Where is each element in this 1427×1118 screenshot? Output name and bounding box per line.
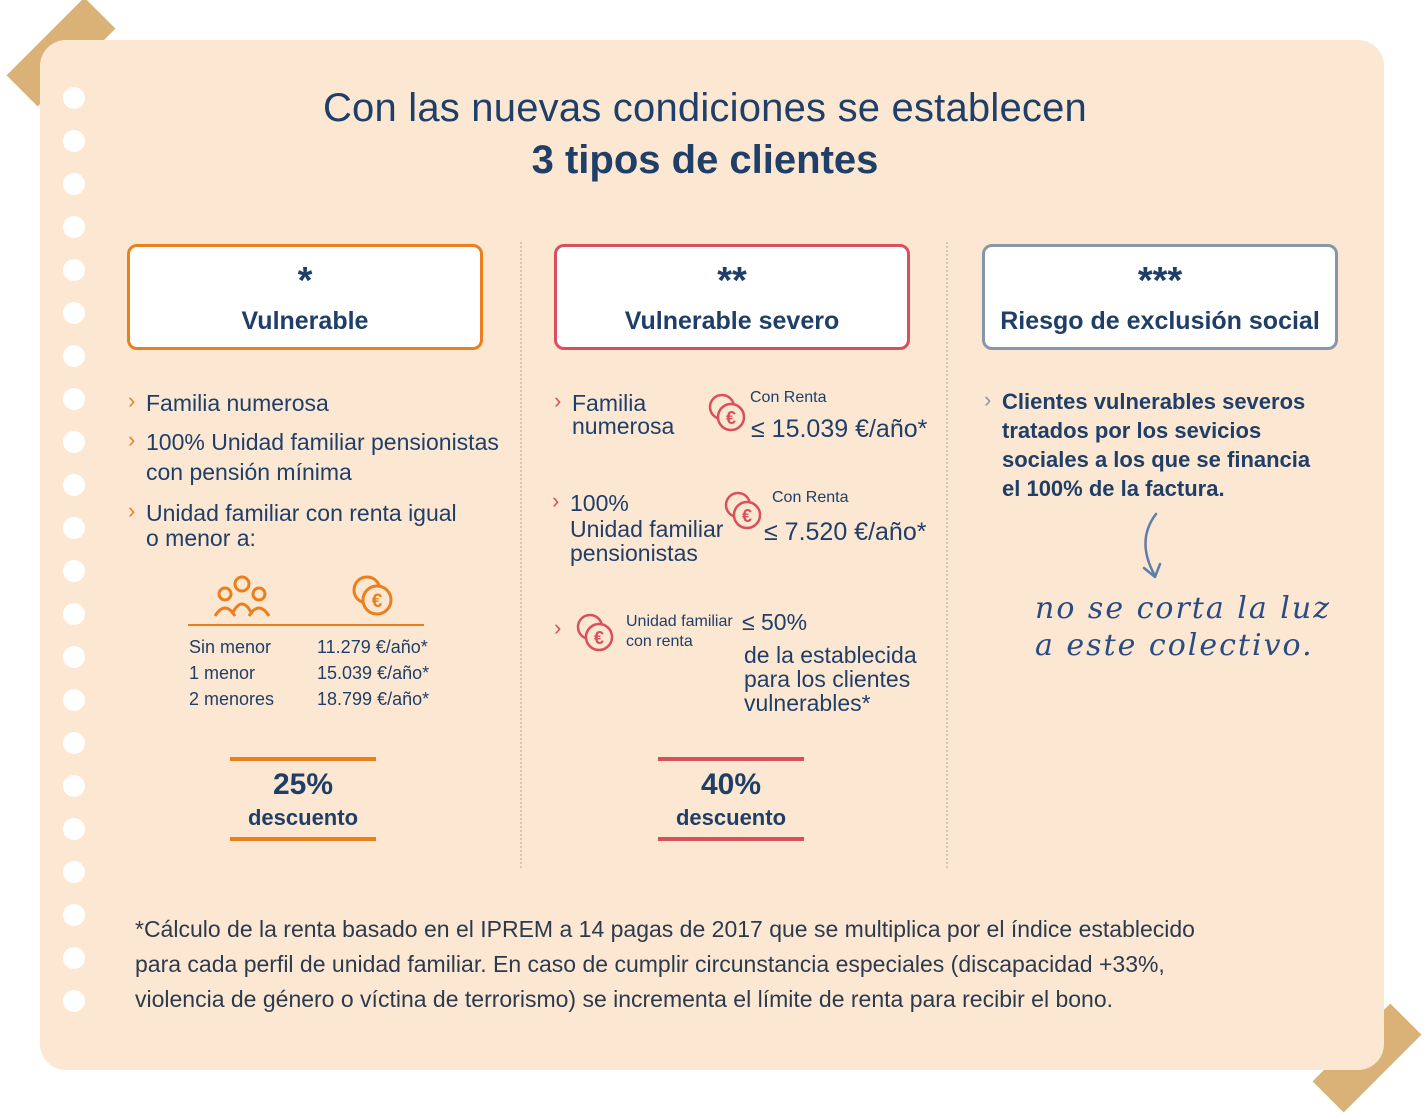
footnote-line: *Cálculo de la renta basado en el IPREM …	[135, 916, 1195, 942]
item-text: Unidad familiar	[570, 516, 724, 542]
item-text: pensionistas	[570, 540, 698, 566]
income-row-value: 11.279 €/año*	[317, 637, 428, 657]
stars: *	[297, 260, 313, 302]
renta-value: ≤ 7.520 €/año*	[764, 518, 927, 546]
income-row-label: 1 menor	[189, 663, 256, 683]
euro-coin-icon: €	[724, 491, 762, 530]
category-name: Vulnerable severo	[624, 307, 840, 335]
chevron-right-icon: ›	[984, 387, 992, 412]
item-small-text: Unidad familiar	[626, 613, 733, 630]
item-text: 100%	[570, 490, 629, 516]
discount-percent: 25%	[272, 768, 334, 801]
bullet-text: el 100% de la factura.	[1002, 476, 1225, 501]
item-value-text: para los clientes	[744, 666, 911, 692]
discount-badge: 25% descuento	[230, 757, 376, 841]
chevron-right-icon: ›	[128, 498, 136, 523]
discount-label: descuento	[247, 805, 359, 830]
renta-label: Con Renta	[750, 389, 827, 406]
item-value-text: de la establecida	[744, 642, 917, 668]
vulnerable-severo-header-box: ** Vulnerable severo	[554, 244, 910, 350]
bullet-text: Clientes vulnerables severos	[1002, 389, 1306, 414]
bullet-text: tratados por los sevicios	[1002, 418, 1262, 443]
renta-value: ≤ 15.039 €/año*	[751, 415, 928, 443]
item-value-text: vulnerables*	[744, 690, 871, 716]
riesgo-exclusion-header-box: *** Riesgo de exclusión social	[982, 244, 1338, 350]
discount-percent: 40%	[700, 768, 762, 801]
income-row-value: 18.799 €/año*	[317, 689, 430, 709]
category-name: Riesgo de exclusión social	[1000, 307, 1320, 335]
footnote-line: para cada perfil de unidad familiar. En …	[135, 951, 1165, 977]
item-value-text: ≤ 50%	[742, 609, 808, 635]
bullet-text: con pensión mínima	[146, 459, 352, 485]
page-title-line2: 3 tipos de clientes	[531, 138, 879, 182]
renta-label: Con Renta	[772, 489, 849, 506]
discount-label: descuento	[675, 805, 787, 830]
svg-text:€: €	[594, 628, 604, 648]
stars: ***	[1137, 260, 1183, 302]
bullet-text: sociales a los que se financia	[1002, 447, 1311, 472]
family-icon	[213, 575, 271, 617]
euro-coin-icon: €	[352, 575, 393, 616]
footnote-line: violencia de género o víctina de terrori…	[135, 986, 1113, 1012]
vulnerable-header-box: * Vulnerable	[127, 244, 483, 350]
column-divider	[946, 242, 948, 868]
item-text: Familia	[572, 390, 647, 416]
bullet-text: o menor a:	[146, 525, 256, 551]
chevron-right-icon: ›	[554, 615, 562, 640]
curved-arrow-icon	[1142, 512, 1162, 579]
stars: **	[717, 260, 747, 302]
bullet-text: 100% Unidad familiar pensionistas	[146, 429, 499, 455]
handwritten-note: no se corta la luz	[1035, 591, 1332, 626]
chevron-right-icon: ›	[552, 488, 560, 513]
chevron-right-icon: ›	[128, 388, 136, 413]
footnote: *Cálculo de la renta basado en el IPREM …	[135, 912, 1315, 1017]
bullet-text: Familia numerosa	[146, 390, 329, 416]
item-text: numerosa	[572, 413, 675, 439]
income-row-label: 2 menores	[189, 689, 275, 709]
chevron-right-icon: ›	[554, 388, 562, 413]
svg-text:€: €	[726, 408, 736, 428]
euro-coin-icon: €	[708, 393, 746, 432]
euro-coin-icon: €	[576, 613, 614, 652]
svg-text:€: €	[742, 506, 752, 526]
notebook-paper	[40, 40, 1384, 1070]
discount-badge: 40% descuento	[658, 757, 804, 841]
page-title-line1: Con las nuevas condiciones se establecen	[322, 86, 1088, 130]
handwritten-note: a este colectivo.	[1035, 628, 1314, 663]
chevron-right-icon: ›	[128, 427, 136, 452]
column-divider	[520, 242, 522, 868]
table-divider	[188, 624, 424, 626]
income-row-label: Sin menor	[189, 637, 272, 657]
bullet-text: Unidad familiar con renta igual	[146, 500, 457, 526]
category-name: Vulnerable	[241, 307, 369, 335]
item-small-text: con renta	[626, 633, 693, 650]
svg-text:€: €	[372, 591, 383, 612]
income-row-value: 15.039 €/año*	[317, 663, 430, 683]
